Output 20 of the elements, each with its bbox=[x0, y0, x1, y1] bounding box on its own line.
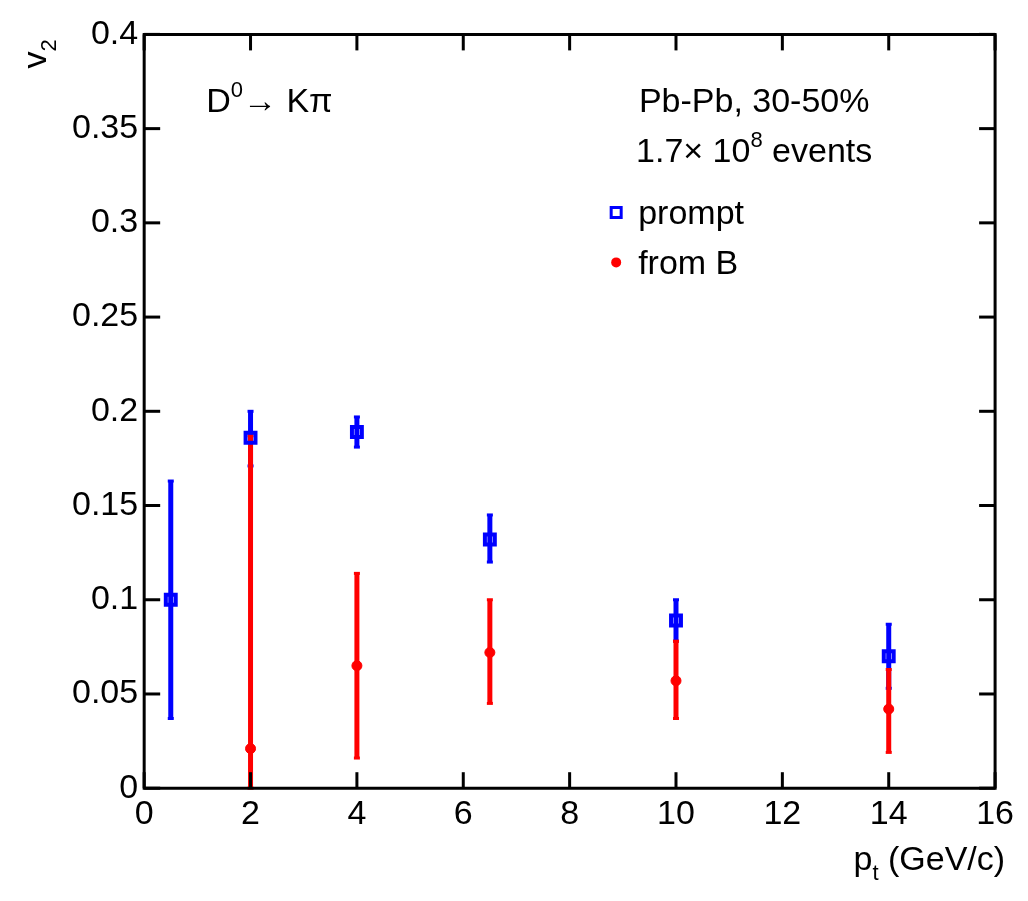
y-tick-label: 0.35 bbox=[71, 107, 139, 145]
y-tick-label: 0.15 bbox=[71, 483, 139, 522]
legend-label: from B bbox=[638, 243, 739, 282]
y-axis-title: v2 bbox=[15, 39, 62, 69]
x-tick-label: 16 bbox=[976, 792, 1014, 831]
y-tick-label: 0.25 bbox=[71, 295, 139, 334]
x-tick-label: 4 bbox=[347, 792, 367, 831]
x-tick-label: 10 bbox=[657, 792, 695, 831]
x-tick-label: 14 bbox=[869, 792, 908, 831]
annotation: Pb-Pb, 30-50% bbox=[638, 81, 870, 120]
x-tick-label: 2 bbox=[241, 792, 260, 831]
y-tick-label: 0.1 bbox=[90, 578, 139, 617]
y-tick-label: 0.4 bbox=[90, 12, 139, 51]
x-tick-label: 6 bbox=[453, 792, 473, 831]
x-tick-label: 8 bbox=[560, 792, 580, 831]
y-tick-label: 0.3 bbox=[90, 201, 139, 240]
legend-label: prompt bbox=[638, 193, 745, 232]
x-tick-label: 12 bbox=[763, 792, 802, 831]
y-tick-label: 0.05 bbox=[71, 672, 139, 711]
y-tick-label: 0.2 bbox=[90, 389, 139, 428]
